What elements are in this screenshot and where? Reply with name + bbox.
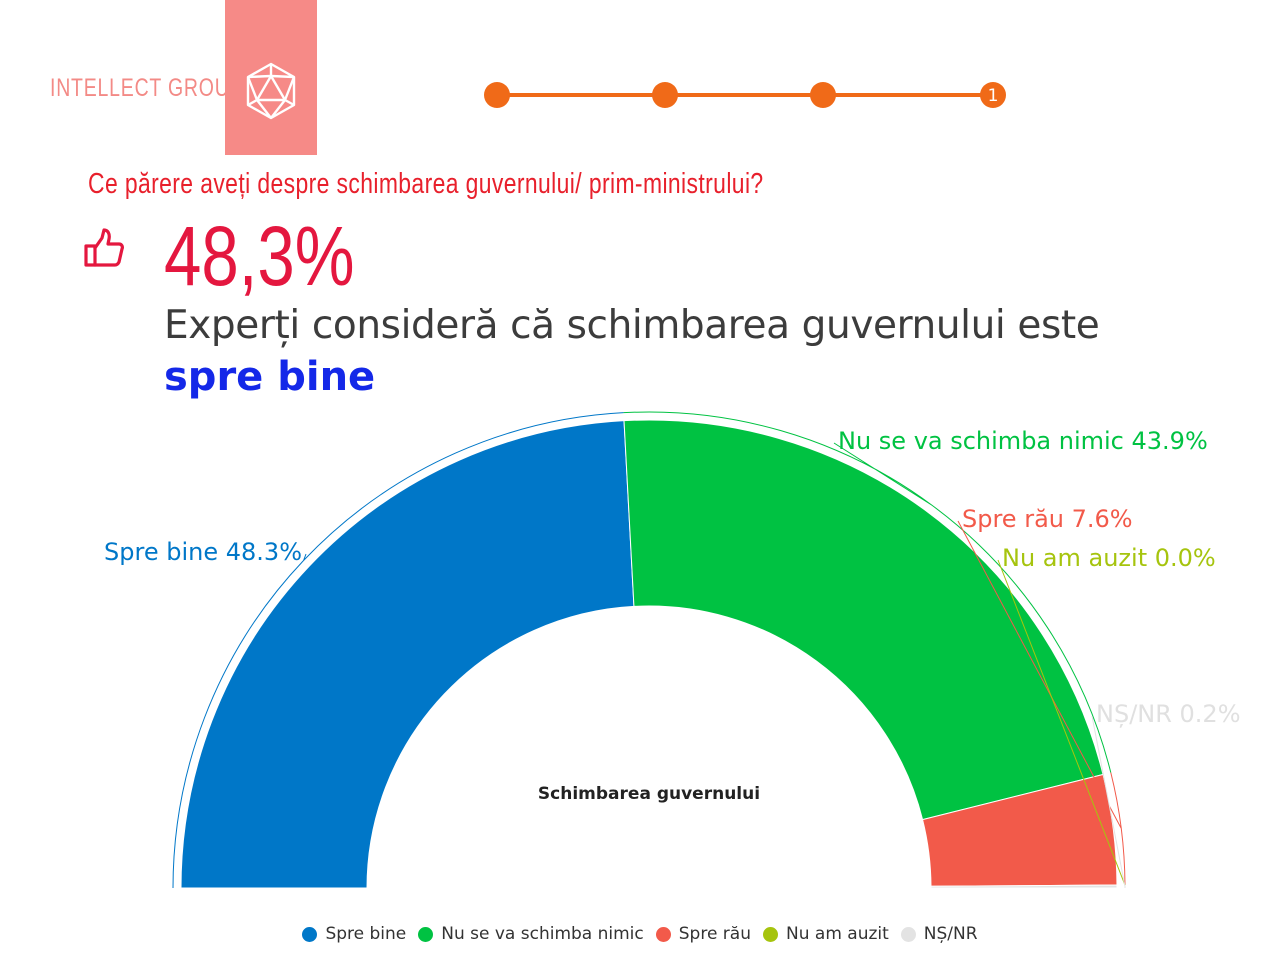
- connector-nu-se-va-schimba: [623, 411, 1112, 773]
- legend-item-spre-rau[interactable]: Spre rău: [655, 924, 751, 944]
- brand-name: INTELLECT GROUP: [50, 74, 244, 102]
- legend-marker: [655, 926, 671, 942]
- legend-item-spre-bine[interactable]: Spre bine: [302, 924, 406, 944]
- legend-label: Nu se va schimba nimic: [441, 924, 644, 944]
- legend-marker: [418, 926, 434, 942]
- legend-marker: [763, 926, 778, 942]
- legend-item-ns-nr[interactable]: NȘ/NR: [900, 924, 978, 944]
- data-label-nu-am-auzit: Nu am auzit 0.0%: [1002, 544, 1216, 572]
- connector-spre-rau: [957, 520, 1126, 886]
- data-label-spre-rau: Spre rău 7.6%: [962, 505, 1133, 533]
- d20-logo-icon: [246, 62, 296, 120]
- progress-step-dot: [810, 82, 836, 108]
- progress-step-dot: [652, 82, 678, 108]
- slice-ns-nr: [930, 884, 1118, 889]
- slice-nu-se-va-schimba: [623, 419, 1104, 821]
- progress-step-number: 1: [988, 86, 999, 106]
- progress-stepper: 1: [484, 82, 1006, 108]
- connector-spre-bine: [172, 412, 624, 889]
- connector-ns-nr: [1091, 715, 1126, 889]
- data-label-spre-bine: Spre bine 48.3%: [104, 538, 302, 566]
- legend-label: Spre bine: [325, 924, 407, 944]
- chart-center-label: Schimbarea guvernului: [538, 784, 760, 804]
- slice-spre-bine: [180, 420, 635, 889]
- legend-marker: [900, 926, 916, 942]
- progress-step-current: [980, 82, 1006, 108]
- headline-emphasis: spre bine: [164, 354, 376, 400]
- data-label-nu-se-va-schimba: Nu se va schimba nimic 43.9%: [838, 427, 1208, 455]
- data-label-ns-nr: NȘ/NR 0.2%: [1096, 700, 1241, 728]
- chart-legend: Spre bine Nu se va schimba nimic Spre rău N…: [0, 924, 1280, 944]
- legend-label: Nu am auzit: [786, 924, 889, 944]
- headline-percent: 48,3%: [164, 209, 355, 303]
- legend-label: NȘ/NR: [923, 924, 978, 944]
- logo: [225, 0, 317, 155]
- semi-donut-chart: Spre bine 48.3% Nu se va schimba nimic 43…: [104, 411, 1241, 889]
- thumbs-up-icon: [84, 228, 124, 267]
- headline-text: Experți consideră că schimbarea guvernul…: [164, 303, 1100, 348]
- legend-item-nu-se-va-schimba[interactable]: Nu se va schimba nimic: [418, 924, 644, 944]
- question-text: Ce părere aveți despre schimbarea guvern…: [88, 168, 764, 200]
- legend-marker: [302, 926, 318, 942]
- legend-item-nu-am-auzit[interactable]: Nu am auzit: [763, 924, 889, 944]
- progress-step-dot: [484, 82, 510, 108]
- legend-label: Spre rău: [678, 924, 751, 944]
